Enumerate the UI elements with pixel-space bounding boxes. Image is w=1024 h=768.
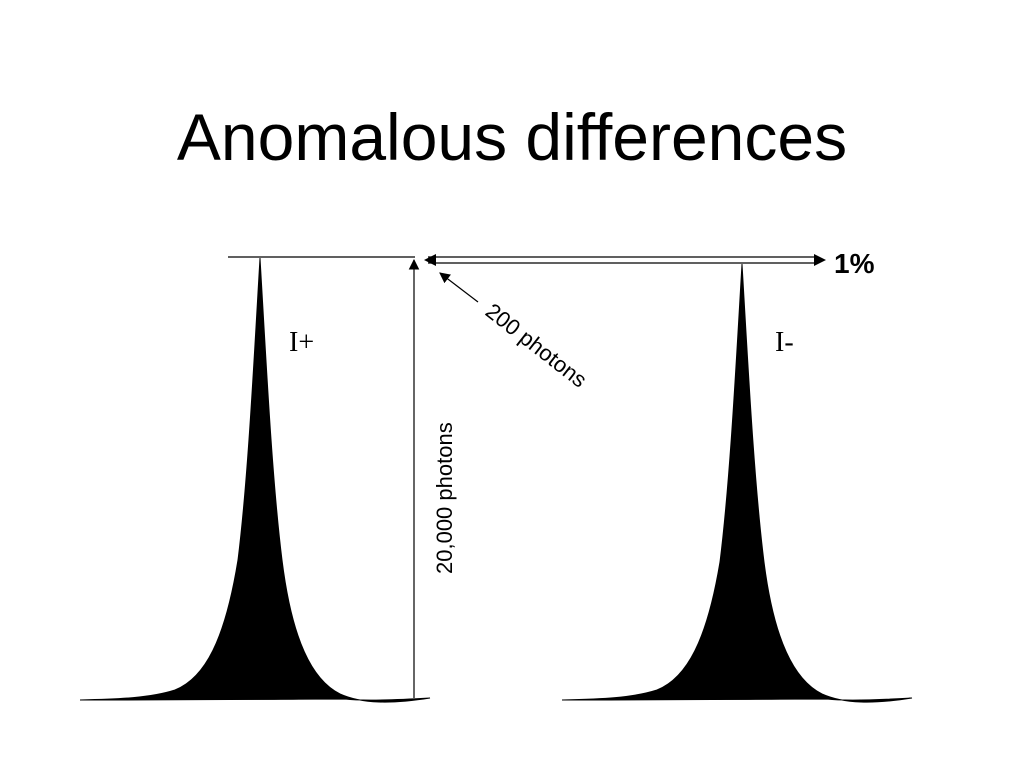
label-difference-percent: 1% [834,248,875,279]
label-total-photons: 20,000 photons [432,422,457,574]
difference-arrow-left-head [424,254,436,266]
label-difference-photons: 200 photons [481,298,592,392]
label-i-minus: I- [775,327,794,358]
slide-title: Anomalous differences [176,100,848,174]
difference-arrow-right-head [814,254,826,266]
label-i-plus: I+ [289,327,314,358]
peak-i-plus [79,257,431,703]
difference-pointer-arrow [439,272,479,303]
peak-i-minus [561,263,913,703]
